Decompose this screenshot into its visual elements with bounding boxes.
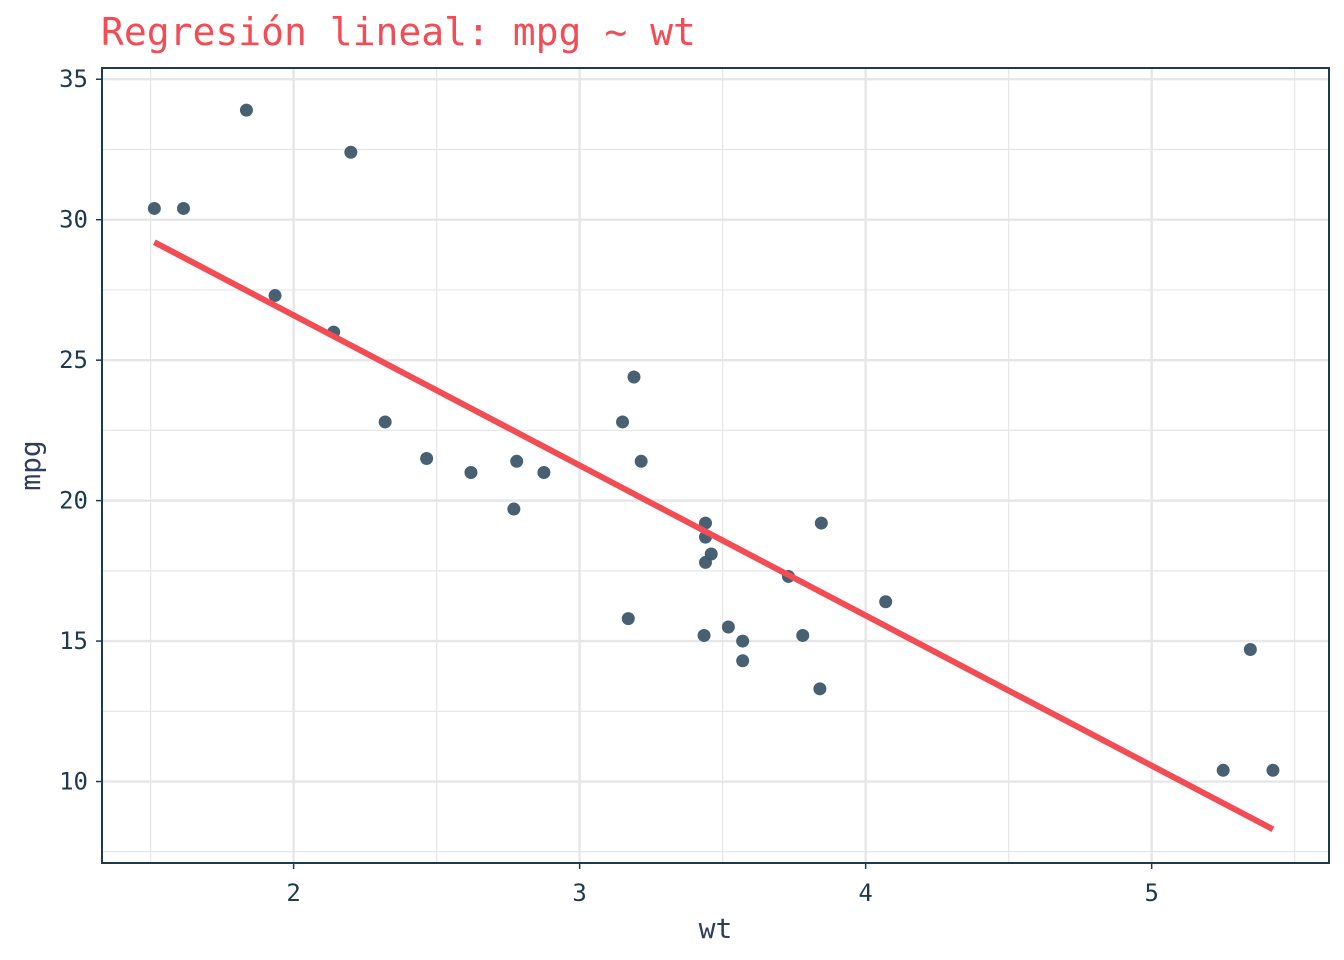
scatter-point <box>879 595 893 609</box>
scatter-point <box>537 466 551 480</box>
x-tick-label: 3 <box>572 879 586 907</box>
chart-title: Regresión lineal: mpg ~ wt <box>101 10 696 54</box>
scatter-point <box>239 103 253 117</box>
axis-ticks <box>96 78 1153 869</box>
y-tick-label: 30 <box>59 206 88 234</box>
y-axis-tick-labels: 10 15 20 25 30 35 <box>59 65 88 795</box>
scatter-point <box>1243 643 1257 657</box>
scatter-point <box>698 516 712 530</box>
scatter-point <box>420 451 434 465</box>
x-tick-label: 2 <box>286 879 300 907</box>
scatter-point <box>344 145 358 159</box>
scatter-point <box>268 289 282 303</box>
scatter-point <box>510 454 524 468</box>
scatter-point <box>1216 763 1230 777</box>
x-axis-tick-labels: 2 3 4 5 <box>286 879 1158 907</box>
y-tick-label: 10 <box>59 768 88 796</box>
scatter-point <box>634 454 648 468</box>
scatter-point <box>698 555 712 569</box>
data-points <box>147 103 1280 777</box>
scatter-point <box>796 628 810 642</box>
x-tick-label: 5 <box>1144 879 1158 907</box>
scatter-point <box>697 628 711 642</box>
scatter-point <box>1266 763 1280 777</box>
x-tick-label: 4 <box>858 879 872 907</box>
y-tick-label: 35 <box>59 65 88 93</box>
scatter-point <box>464 466 478 480</box>
scatter-point <box>507 502 521 516</box>
x-axis-title: wt <box>699 912 733 945</box>
grid-minor <box>102 68 1329 863</box>
scatter-point <box>621 612 635 626</box>
scatter-point <box>627 370 641 384</box>
scatter-point <box>147 201 161 215</box>
scatter-point <box>814 516 828 530</box>
y-tick-label: 15 <box>59 627 88 655</box>
scatter-point <box>177 201 191 215</box>
scatter-point <box>813 682 827 696</box>
y-tick-label: 25 <box>59 346 88 374</box>
grid-major <box>102 68 1329 863</box>
regression-line <box>152 239 1275 832</box>
scatter-point <box>616 415 630 429</box>
regression-line-layer <box>152 239 1275 832</box>
scatter-point <box>378 415 392 429</box>
y-axis-title: mpg <box>14 440 47 491</box>
plot-panel-border <box>101 67 1330 864</box>
scatter-point <box>736 634 750 648</box>
y-tick-label: 20 <box>59 487 88 515</box>
scatter-point <box>736 654 750 668</box>
scatter-point <box>721 620 735 634</box>
